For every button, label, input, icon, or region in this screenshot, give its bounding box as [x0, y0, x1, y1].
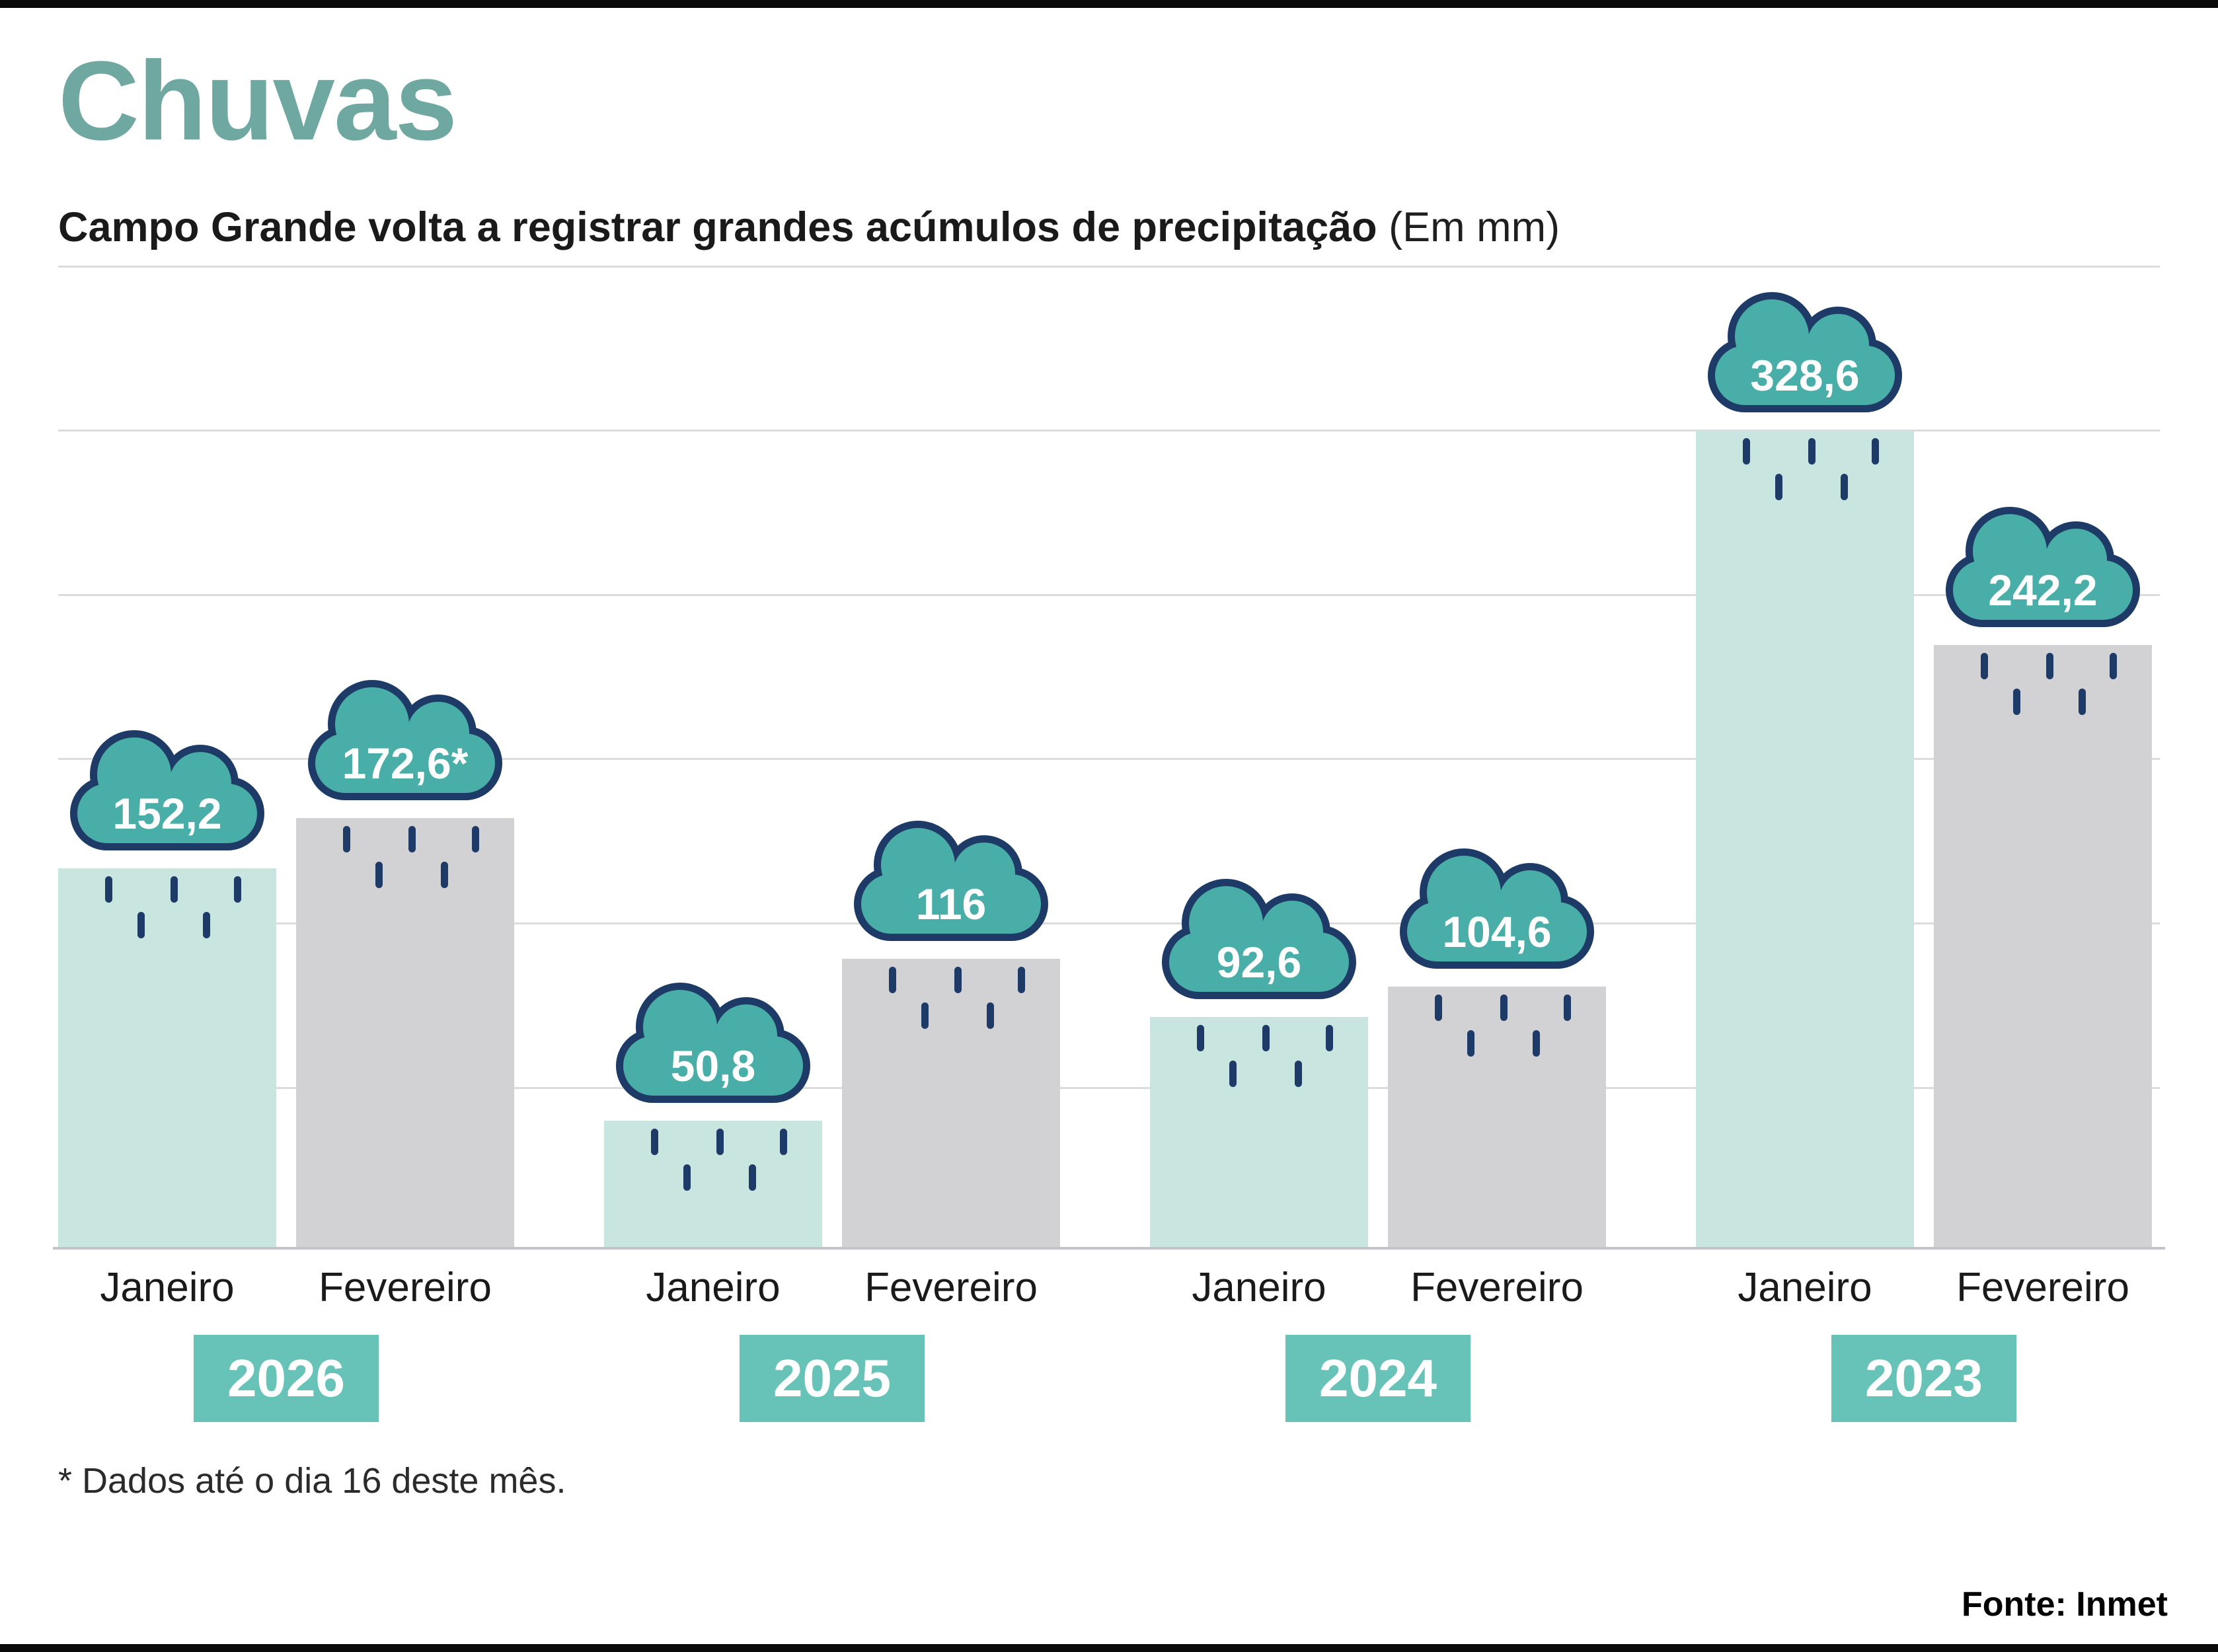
- raindrop-icon: [1743, 438, 1750, 465]
- raindrop-icon: [1533, 1030, 1540, 1057]
- raindrop-icon: [749, 1164, 756, 1191]
- raindrop-icon: [441, 862, 448, 888]
- month-label-janeiro-2023: Janeiro: [1738, 1265, 1872, 1310]
- cloud-icon-fevereiro-2023: 242,2: [1944, 497, 2142, 629]
- bar-fevereiro-2023: [1934, 645, 2152, 1247]
- raindrop-icon: [1808, 438, 1816, 465]
- bottom-black-bar: [0, 1644, 2218, 1652]
- raindrop-icon: [1197, 1025, 1204, 1051]
- value-label-janeiro-2023: 328,6: [1750, 351, 1859, 400]
- gridline-1: [58, 430, 2160, 432]
- month-label-fevereiro-2025: Fevereiro: [864, 1265, 1038, 1310]
- year-badge-2023: 2023: [1831, 1335, 2016, 1422]
- raindrop-icon: [171, 876, 178, 903]
- raindrop-icon: [234, 876, 241, 903]
- bar-janeiro-2024: [1150, 1017, 1368, 1247]
- raindrop-icon: [1981, 653, 1988, 679]
- raindrop-icon: [1467, 1030, 1474, 1057]
- value-label-janeiro-2026: 152,2: [112, 789, 221, 838]
- top-black-bar: [0, 0, 2218, 8]
- chart-title: Chuvas: [58, 38, 457, 164]
- raindrop-icon: [472, 826, 479, 852]
- value-label-janeiro-2025: 50,8: [671, 1041, 755, 1090]
- raindrop-icon: [2013, 689, 2020, 715]
- cloud-icon-janeiro-2024: 92,6: [1160, 869, 1358, 1001]
- raindrop-icon: [1775, 474, 1782, 500]
- cloud-icon-janeiro-2025: 50,8: [614, 973, 812, 1105]
- value-label-janeiro-2024: 92,6: [1217, 938, 1301, 987]
- cloud-icon-fevereiro-2026: 172,6*: [306, 670, 504, 802]
- bar-fevereiro-2026: [296, 818, 514, 1247]
- value-label-fevereiro-2024: 104,6: [1442, 907, 1551, 956]
- raindrop-icon: [408, 826, 416, 852]
- raindrop-icon: [1018, 967, 1025, 993]
- month-label-fevereiro-2023: Fevereiro: [1956, 1265, 2129, 1310]
- cloud-icon-fevereiro-2025: 116: [852, 811, 1050, 943]
- raindrop-icon: [1262, 1025, 1270, 1051]
- value-label-fevereiro-2025: 116: [916, 880, 986, 928]
- raindrop-icon: [1326, 1025, 1333, 1051]
- gridline-3: [58, 758, 2160, 760]
- raindrop-icon: [1564, 995, 1571, 1021]
- raindrop-icon: [1500, 995, 1508, 1021]
- bar-janeiro-2023: [1696, 430, 1914, 1247]
- bar-janeiro-2026: [58, 868, 276, 1247]
- month-label-janeiro-2025: Janeiro: [646, 1265, 781, 1310]
- cloud-icon-janeiro-2023: 328,6: [1706, 282, 1904, 414]
- cloud-icon-janeiro-2026: 152,2: [68, 720, 266, 852]
- raindrop-icon: [203, 912, 210, 938]
- subtitle-text: Campo Grande volta a registrar grandes a…: [58, 204, 1377, 250]
- raindrop-icon: [683, 1164, 691, 1191]
- gridline-0: [58, 266, 2160, 268]
- month-label-janeiro-2024: Janeiro: [1192, 1265, 1326, 1310]
- raindrop-icon: [375, 862, 383, 888]
- raindrop-icon: [889, 967, 896, 993]
- raindrop-icon: [1295, 1061, 1302, 1087]
- subtitle-unit: (Em mm): [1389, 204, 1560, 250]
- gridline-5: [58, 1087, 2160, 1089]
- raindrop-icon: [651, 1129, 658, 1155]
- raindrop-icon: [1435, 995, 1442, 1021]
- value-label-fevereiro-2023: 242,2: [1988, 566, 2097, 615]
- gridline-4: [58, 922, 2160, 924]
- year-badge-2026: 2026: [194, 1335, 379, 1422]
- month-label-janeiro-2026: Janeiro: [100, 1265, 235, 1310]
- raindrop-icon: [137, 912, 145, 938]
- raindrop-icon: [921, 1002, 929, 1029]
- year-badge-2025: 2025: [740, 1335, 925, 1422]
- cloud-icon-fevereiro-2024: 104,6: [1398, 839, 1596, 971]
- raindrop-icon: [987, 1002, 994, 1029]
- value-label-fevereiro-2026: 172,6*: [342, 739, 469, 788]
- raindrop-icon: [2079, 689, 2086, 715]
- raindrop-icon: [954, 967, 962, 993]
- raindrop-icon: [105, 876, 112, 903]
- raindrop-icon: [1229, 1061, 1237, 1087]
- chart-footnote: * Dados até o dia 16 deste mês.: [58, 1461, 566, 1501]
- month-label-fevereiro-2026: Fevereiro: [319, 1265, 492, 1310]
- chart-source: Fonte: Inmet: [1962, 1585, 2168, 1624]
- bar-janeiro-2025: [604, 1121, 822, 1247]
- raindrop-icon: [1841, 474, 1848, 500]
- bar-fevereiro-2024: [1388, 987, 1606, 1247]
- x-axis-baseline: [53, 1247, 2165, 1250]
- raindrop-icon: [716, 1129, 724, 1155]
- raindrop-icon: [2046, 653, 2053, 679]
- raindrop-icon: [2110, 653, 2117, 679]
- raindrop-icon: [780, 1129, 787, 1155]
- chart-subtitle: Campo Grande volta a registrar grandes a…: [58, 204, 1560, 251]
- raindrop-icon: [1872, 438, 1879, 465]
- gridline-2: [58, 594, 2160, 596]
- raindrop-icon: [343, 826, 350, 852]
- month-label-fevereiro-2024: Fevereiro: [1410, 1265, 1584, 1310]
- year-badge-2024: 2024: [1285, 1335, 1471, 1422]
- bar-fevereiro-2025: [842, 959, 1060, 1247]
